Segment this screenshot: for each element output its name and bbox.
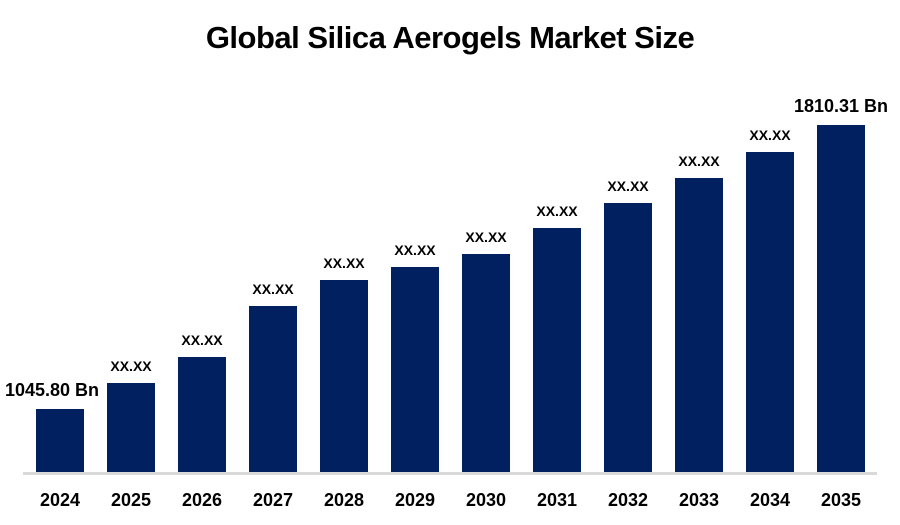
bar-value-label-2032: XX.XX xyxy=(607,178,649,194)
bar-2026 xyxy=(178,357,226,472)
bar-2033 xyxy=(675,178,723,472)
bar-value-label-2026: XX.XX xyxy=(181,332,223,348)
bar-value-label-2035: 1810.31 Bn xyxy=(793,96,889,116)
bar-2025 xyxy=(107,383,155,472)
x-axis-label-2026: 2026 xyxy=(181,490,223,510)
bar-2032 xyxy=(604,203,652,472)
bar-value-label-2027: XX.XX xyxy=(252,281,294,297)
bar-value-label-2031: XX.XX xyxy=(536,203,578,219)
x-axis-line xyxy=(23,472,877,475)
bar-2028 xyxy=(320,280,368,472)
bar-value-label-2028: XX.XX xyxy=(323,255,365,271)
x-axis-label-2032: 2032 xyxy=(607,490,649,510)
x-axis-label-2025: 2025 xyxy=(110,490,152,510)
bar-2029 xyxy=(391,267,439,472)
bar-value-label-2025: XX.XX xyxy=(110,358,152,374)
bar-value-label-2034: XX.XX xyxy=(749,127,791,143)
x-axis-label-2027: 2027 xyxy=(252,490,294,510)
bar-2027 xyxy=(249,306,297,472)
bar-value-label-2029: XX.XX xyxy=(394,242,436,258)
x-axis-label-2033: 2033 xyxy=(678,490,720,510)
bar-2031 xyxy=(533,228,581,472)
x-axis-label-2029: 2029 xyxy=(394,490,436,510)
x-axis-label-2034: 2034 xyxy=(749,490,791,510)
chart-title: Global Silica Aerogels Market Size xyxy=(205,20,695,55)
bar-value-label-2033: XX.XX xyxy=(678,153,720,169)
x-axis-label-2035: 2035 xyxy=(820,490,862,510)
x-axis-label-2024: 2024 xyxy=(39,490,81,510)
bar-2024 xyxy=(36,409,84,472)
bar-2034 xyxy=(746,152,794,472)
bar-value-label-2030: XX.XX xyxy=(465,229,507,245)
bar-2035 xyxy=(817,125,865,472)
bar-2030 xyxy=(462,254,510,472)
bar-value-label-2024: 1045.80 Bn xyxy=(4,380,100,400)
x-axis-label-2030: 2030 xyxy=(465,490,507,510)
x-axis-label-2031: 2031 xyxy=(536,490,578,510)
x-axis-label-2028: 2028 xyxy=(323,490,365,510)
